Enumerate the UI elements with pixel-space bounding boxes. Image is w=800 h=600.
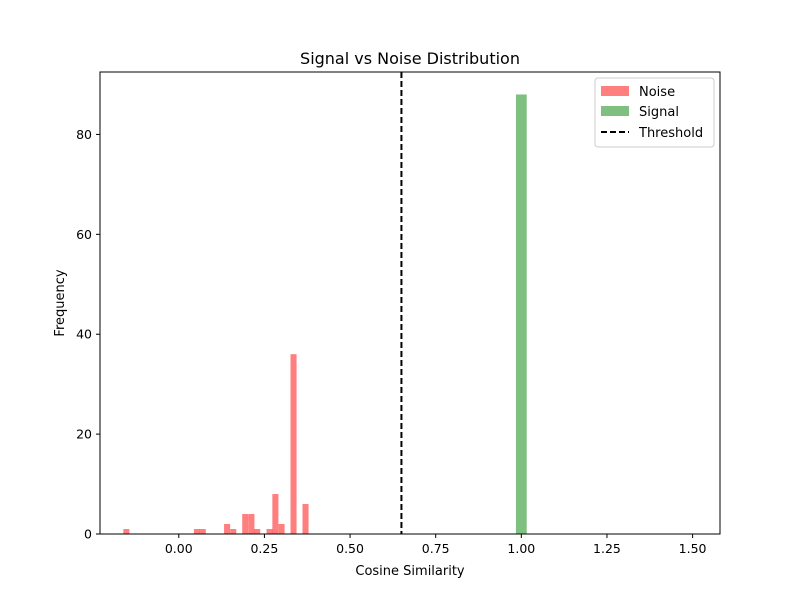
legend: Noise Signal Threshold <box>594 77 715 148</box>
chart-title: Signal vs Noise Distribution <box>300 49 520 68</box>
noise-bar-12 <box>302 504 309 534</box>
noise-bar-3 <box>224 524 231 534</box>
plot-frame <box>99 71 721 535</box>
noise-bar-8 <box>266 529 273 534</box>
y-tick-label: 80 <box>76 127 92 142</box>
noise-bar-0 <box>123 529 130 534</box>
bars-group <box>123 94 527 534</box>
noise-bar-5 <box>242 514 249 534</box>
legend-label-signal: Signal <box>639 105 679 120</box>
noise-bar-6 <box>248 514 255 534</box>
x-tick-label: 0.00 <box>165 541 193 556</box>
x-axis-label: Cosine Similarity <box>355 564 465 579</box>
y-tick-label: 20 <box>76 427 92 442</box>
noise-bar-11 <box>290 354 297 534</box>
legend-label-noise: Noise <box>639 85 675 100</box>
noise-bar-9 <box>272 494 279 534</box>
y-tick-label: 40 <box>76 327 92 342</box>
noise-bar-2 <box>199 529 206 534</box>
y-axis-label: Frequency <box>53 269 68 336</box>
legend-swatch-signal <box>601 106 629 116</box>
x-axis: 0.00 0.25 0.50 0.75 1.00 1.25 1.50 <box>165 534 707 556</box>
noise-bar-4 <box>230 529 237 534</box>
legend-swatch-noise <box>601 86 629 96</box>
noise-bar-7 <box>254 529 261 534</box>
y-axis: 0 20 40 60 80 <box>76 127 100 542</box>
x-tick-label: 1.00 <box>507 541 535 556</box>
x-tick-label: 0.50 <box>336 541 364 556</box>
signal-bar-0 <box>515 94 527 534</box>
noise-bar-1 <box>193 529 200 534</box>
y-tick-label: 60 <box>76 227 92 242</box>
x-tick-label: 1.50 <box>679 541 707 556</box>
y-tick-label: 0 <box>84 527 92 542</box>
noise-bar-10 <box>278 524 285 534</box>
x-tick-label: 1.25 <box>593 541 621 556</box>
x-tick-label: 0.25 <box>250 541 278 556</box>
x-tick-label: 0.75 <box>422 541 450 556</box>
legend-label-threshold: Threshold <box>638 126 703 141</box>
